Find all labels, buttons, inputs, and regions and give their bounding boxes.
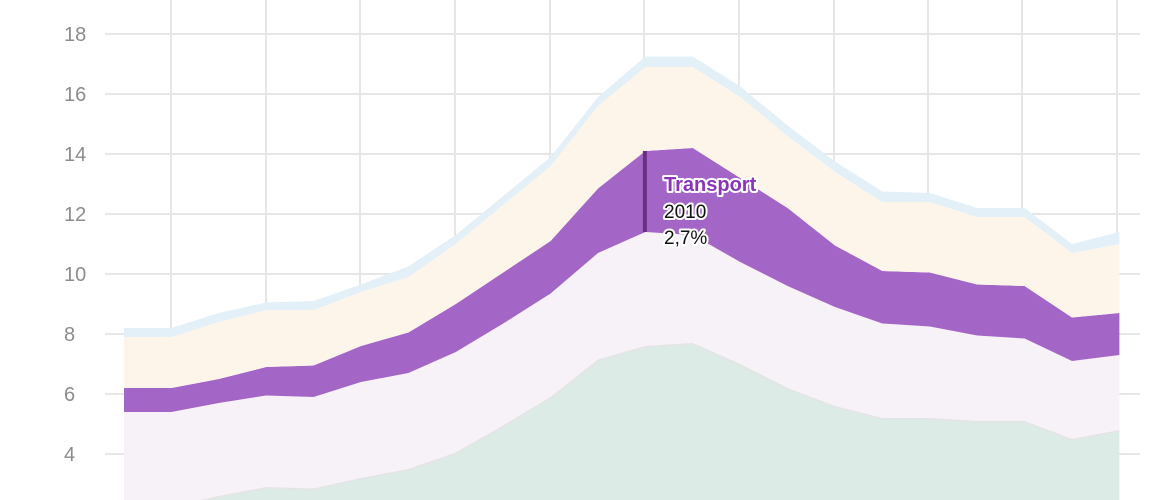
y-tick-label: 12 [64, 204, 86, 226]
y-tick-label: 14 [64, 144, 86, 166]
tooltip-year-label: 2010 [664, 202, 706, 223]
tooltip-value-label: 2,7% [664, 228, 707, 249]
y-axis: 4 6 8 10 12 14 16 18 [64, 24, 86, 466]
area-layer-4[interactable] [124, 56, 1120, 338]
area-layer-transport[interactable] [124, 148, 1120, 412]
tooltip: Transport 2010 2,7% [642, 151, 759, 251]
tooltip-series-label: Transport [664, 174, 757, 196]
area-layer-3[interactable] [124, 67, 1120, 388]
y-tick-label: 6 [64, 384, 75, 406]
y-tick-label: 4 [64, 444, 75, 466]
y-tick-label: 18 [64, 24, 86, 46]
y-tick-label: 16 [64, 84, 86, 106]
y-tick-label: 10 [64, 264, 86, 286]
area-layers [124, 56, 1120, 500]
area-layer-1[interactable] [124, 232, 1120, 500]
y-tick-label: 8 [64, 324, 75, 346]
area-layer-0[interactable] [124, 343, 1120, 500]
